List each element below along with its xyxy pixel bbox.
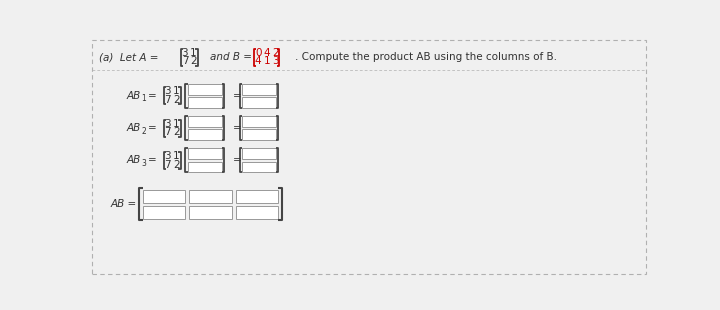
Text: 7: 7: [181, 56, 188, 66]
Bar: [189, 190, 232, 203]
Text: 4: 4: [255, 56, 261, 66]
Text: 4: 4: [264, 48, 270, 58]
Text: 1: 1: [173, 86, 180, 96]
Text: 3: 3: [165, 119, 171, 129]
Text: 3: 3: [165, 86, 171, 96]
Text: 2: 2: [272, 48, 279, 58]
Text: AB =: AB =: [110, 199, 137, 209]
Text: =: =: [148, 155, 157, 166]
Bar: [143, 190, 185, 203]
Text: and B =: and B =: [210, 52, 252, 62]
Bar: [242, 84, 276, 95]
Text: 3: 3: [165, 151, 171, 161]
Text: =: =: [233, 123, 241, 133]
Text: 7: 7: [165, 160, 171, 170]
Bar: [242, 97, 276, 108]
Text: AB: AB: [126, 91, 140, 101]
Bar: [235, 206, 279, 219]
Bar: [242, 116, 276, 127]
Bar: [188, 162, 222, 172]
Bar: [235, 190, 279, 203]
Text: 7: 7: [165, 127, 171, 137]
Text: AB: AB: [126, 123, 140, 133]
Text: 7: 7: [165, 95, 171, 105]
Text: 0: 0: [255, 48, 261, 58]
Bar: [242, 148, 276, 159]
Text: . Compute the product AB using the columns of B.: . Compute the product AB using the colum…: [295, 52, 557, 62]
Bar: [188, 84, 222, 95]
Text: 1: 1: [141, 94, 146, 103]
Text: 2: 2: [173, 160, 180, 170]
Text: 2: 2: [173, 127, 180, 137]
Text: 2: 2: [173, 95, 180, 105]
Text: 3: 3: [272, 56, 279, 66]
Bar: [188, 116, 222, 127]
Bar: [188, 129, 222, 140]
Bar: [188, 97, 222, 108]
Text: 3: 3: [141, 159, 146, 168]
Bar: [188, 148, 222, 159]
Bar: [242, 129, 276, 140]
Text: 2: 2: [190, 56, 197, 66]
Text: =: =: [233, 91, 241, 101]
Text: =: =: [233, 155, 241, 166]
Text: 3: 3: [181, 48, 188, 58]
Text: 2: 2: [141, 127, 146, 136]
Bar: [143, 206, 185, 219]
Text: 1: 1: [264, 56, 270, 66]
Text: (a)  Let A =: (a) Let A =: [99, 52, 159, 62]
Text: 1: 1: [173, 119, 180, 129]
Text: 1: 1: [190, 48, 197, 58]
Text: AB: AB: [126, 155, 140, 166]
Bar: [189, 206, 232, 219]
Bar: [242, 162, 276, 172]
Text: =: =: [148, 91, 157, 101]
Text: =: =: [148, 123, 157, 133]
Text: 1: 1: [173, 151, 180, 161]
